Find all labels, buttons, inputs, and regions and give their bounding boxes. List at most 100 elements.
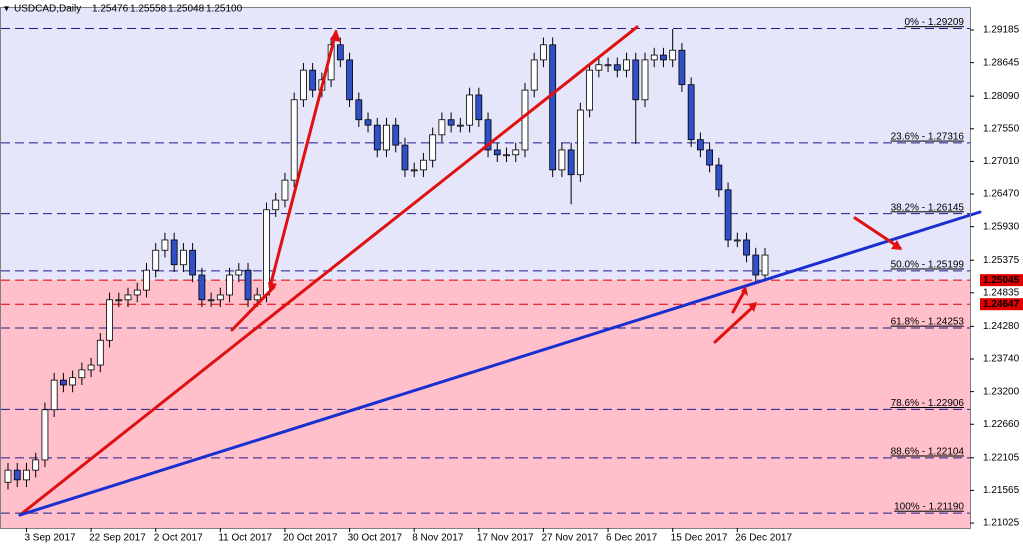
candle-body xyxy=(761,254,769,276)
level-label: 0% - 1.29209 xyxy=(905,17,965,28)
candles xyxy=(4,29,769,490)
header-value: 1.25048 xyxy=(168,4,205,15)
price-marker-box xyxy=(980,274,1023,287)
candle-body xyxy=(355,99,363,121)
y-tick-label: 1.25930 xyxy=(983,221,1020,232)
candle-body xyxy=(207,299,215,302)
candle-body xyxy=(604,64,612,67)
candle-body xyxy=(124,294,132,301)
candle-body xyxy=(300,69,307,101)
arrow xyxy=(731,288,747,314)
candle-body xyxy=(364,119,372,126)
candle-body xyxy=(420,159,427,171)
candle-body xyxy=(87,364,95,371)
lower-zone xyxy=(1,280,970,528)
level-label: 50.0% - 1.25199 xyxy=(891,259,965,270)
level-label: 100% - 1.21190 xyxy=(894,502,964,513)
y-tick-label: 1.21025 xyxy=(983,518,1020,529)
header-value: 1.25100 xyxy=(206,4,243,15)
candle-body xyxy=(530,59,538,91)
y-tick-label: 1.27550 xyxy=(983,123,1020,134)
symbol-icon: ▾ xyxy=(4,4,9,15)
candle-body xyxy=(244,269,252,301)
candle-body xyxy=(512,149,520,156)
arrow xyxy=(268,30,338,289)
x-tick-label: 11 Oct 2017 xyxy=(218,533,272,544)
candle-body xyxy=(503,154,510,157)
candle-body xyxy=(752,254,760,276)
x-tick-label: 15 Dec 2017 xyxy=(671,533,728,544)
trend-lines xyxy=(18,25,982,517)
candle-body xyxy=(13,469,21,481)
candle-body xyxy=(115,299,123,302)
y-tick-label: 1.27010 xyxy=(983,156,1020,167)
candle-body xyxy=(226,274,233,296)
plot-frame xyxy=(0,7,971,529)
candle-body xyxy=(41,409,49,461)
candle-body xyxy=(170,239,178,266)
y-tick-label: 1.24835 xyxy=(983,287,1020,298)
level-label: 78.6% - 1.22906 xyxy=(891,398,965,409)
candle-body xyxy=(69,377,77,386)
y-tick-label: 1.28645 xyxy=(983,57,1020,68)
candle-body xyxy=(466,94,473,126)
chart-title: USDCAD,Daily xyxy=(14,4,81,15)
candle-body xyxy=(96,339,104,366)
candle-body xyxy=(106,299,113,341)
candle-body xyxy=(216,294,224,301)
header-values: 1.25476 1.25558 1.25048 1.25100 xyxy=(92,4,243,15)
price-marker-label: 1.25045 xyxy=(983,275,1020,286)
price-axis: 1.29185 1.28645 1.28090 1.27550 1.27010 1.264… xyxy=(970,25,1023,529)
candle-body xyxy=(586,69,593,111)
candle-body xyxy=(161,239,169,251)
candle-body xyxy=(4,469,12,483)
candle-body xyxy=(687,84,695,141)
candle-body xyxy=(576,109,584,176)
candle-body xyxy=(641,59,649,101)
candle-body xyxy=(613,64,621,71)
x-tick-label: 22 Sep 2017 xyxy=(89,533,146,544)
y-tick-label: 1.28090 xyxy=(983,91,1020,102)
candle-body xyxy=(595,64,603,71)
candle-body xyxy=(290,99,298,181)
x-tick-label: 2 Oct 2017 xyxy=(154,533,203,544)
y-tick-label: 1.22105 xyxy=(983,452,1020,463)
candle-body xyxy=(484,119,492,151)
candle-body xyxy=(475,94,483,121)
candle-body xyxy=(410,169,418,172)
candle-body xyxy=(678,49,686,86)
level-label: 23.6% - 1.27316 xyxy=(891,132,965,143)
candle-body xyxy=(521,89,529,151)
candle-body xyxy=(632,59,640,101)
levels: 0% - 1.29209 23.6% - 1.27316 38.2% - 1.261… xyxy=(1,17,970,514)
candle-body xyxy=(198,274,206,301)
x-tick-label: 26 Dec 2017 xyxy=(735,533,792,544)
candle-body xyxy=(743,239,750,256)
candle-body xyxy=(59,379,67,386)
candle-body xyxy=(401,144,409,171)
candle-body xyxy=(281,179,289,201)
candle-body xyxy=(696,139,704,151)
price-marker-box xyxy=(980,298,1023,311)
candle-body xyxy=(23,469,30,481)
trend-line xyxy=(18,210,982,517)
candle-body xyxy=(540,44,547,61)
candle-body xyxy=(272,199,280,211)
candle-body xyxy=(133,289,141,296)
candle-body xyxy=(669,49,677,61)
candle-body xyxy=(189,249,197,276)
y-tick-label: 1.21565 xyxy=(983,485,1020,496)
level-label: 38.2% - 1.26145 xyxy=(891,202,965,213)
candle-body xyxy=(438,119,446,136)
candle-body xyxy=(180,249,187,266)
level-label: 88.6% - 1.22104 xyxy=(891,446,965,457)
candle-body xyxy=(650,54,658,61)
candle-body xyxy=(733,239,741,242)
candle-body xyxy=(447,119,455,126)
candle-body xyxy=(429,134,437,161)
candle-body xyxy=(152,249,160,271)
candle-body xyxy=(383,124,390,151)
x-tick-label: 3 Sep 2017 xyxy=(24,533,76,544)
candle-body xyxy=(724,189,732,241)
